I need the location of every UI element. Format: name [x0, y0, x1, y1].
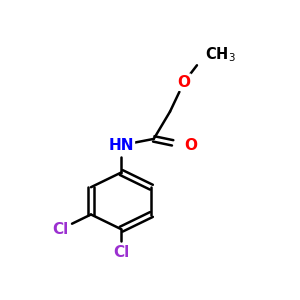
Text: Cl: Cl — [113, 245, 129, 260]
Text: O: O — [184, 138, 197, 153]
Text: CH$_3$: CH$_3$ — [205, 46, 236, 64]
Text: Cl: Cl — [52, 222, 69, 237]
Text: O: O — [178, 75, 190, 90]
Text: HN: HN — [109, 138, 134, 153]
